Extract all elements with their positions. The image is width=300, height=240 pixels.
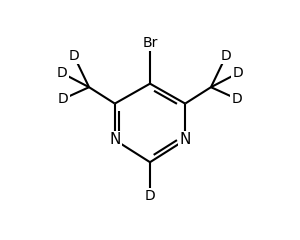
Text: D: D	[231, 92, 242, 106]
Text: D: D	[232, 66, 243, 80]
Text: N: N	[179, 132, 191, 147]
Text: D: D	[68, 48, 79, 63]
Text: D: D	[58, 92, 69, 106]
Text: Br: Br	[142, 36, 158, 50]
Text: D: D	[221, 48, 232, 63]
Text: D: D	[145, 189, 155, 203]
Text: D: D	[57, 66, 68, 80]
Text: N: N	[109, 132, 121, 147]
